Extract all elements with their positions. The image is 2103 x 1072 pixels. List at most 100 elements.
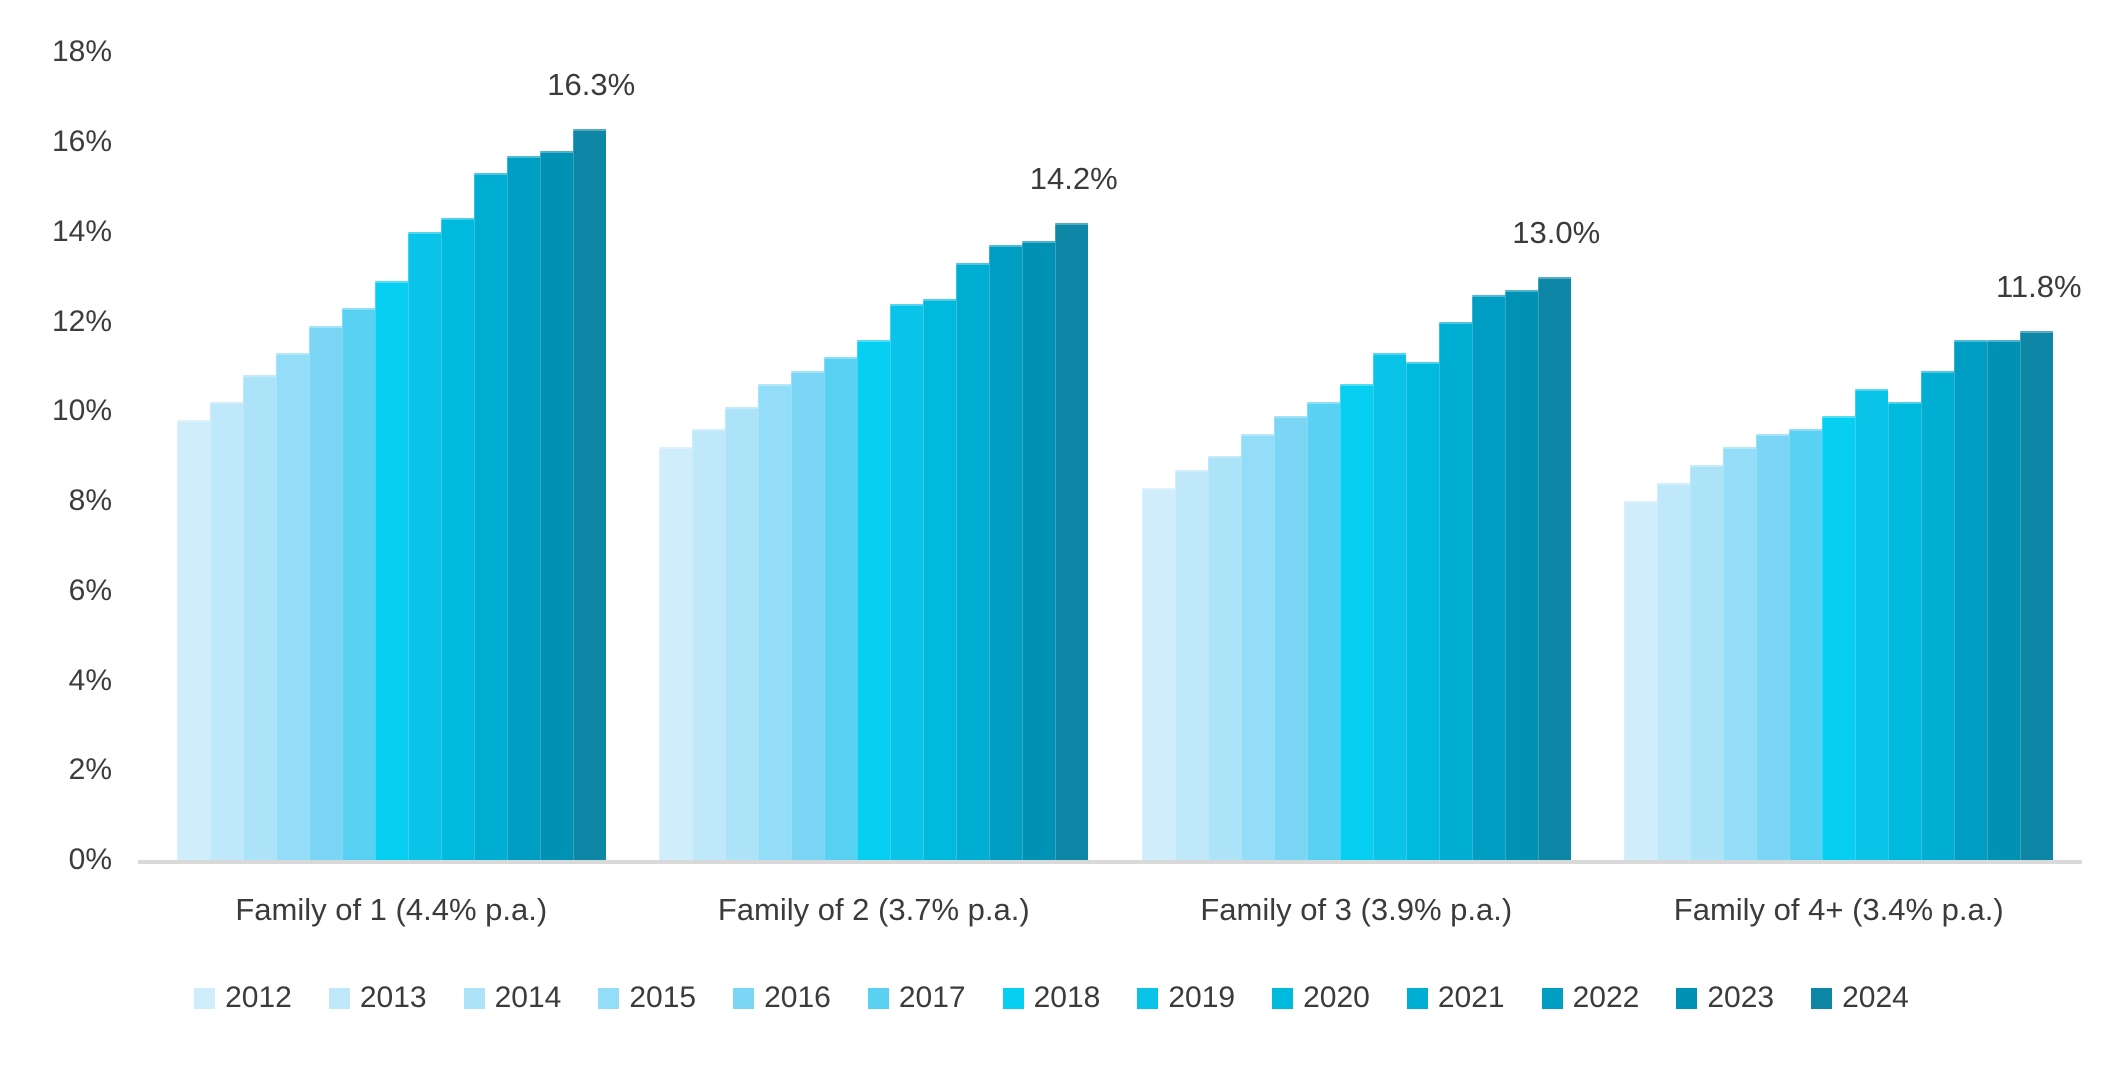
legend-item-2017: 2017 xyxy=(867,980,966,1016)
data-label-group-2: 14.2% xyxy=(1029,160,1118,196)
legend-swatch-icon xyxy=(328,987,350,1009)
bar-2019-group-1 xyxy=(407,231,441,860)
legend-swatch-icon xyxy=(1002,987,1024,1009)
bar-2022-group-3 xyxy=(1471,294,1505,860)
legend-year-label: 2018 xyxy=(1033,981,1101,1014)
legend-swatch-icon xyxy=(1406,987,1428,1009)
bar-2012-group-2 xyxy=(659,447,693,860)
bar-2021-group-2 xyxy=(956,263,990,860)
legend-item-2023: 2023 xyxy=(1676,980,1774,1016)
bar-2015-group-2 xyxy=(758,384,792,860)
y-tick-label: 2% xyxy=(68,753,112,787)
data-label-group-3: 13.0% xyxy=(1512,214,1601,250)
legend-item-2014: 2014 xyxy=(463,980,561,1016)
legend-swatch-icon xyxy=(598,987,620,1009)
bar-2014-group-1 xyxy=(242,375,276,860)
bar-2018-group-1 xyxy=(374,281,408,860)
bar-2016-group-4 xyxy=(1756,433,1790,860)
legend-year-label: 2016 xyxy=(764,981,831,1014)
bar-2020-group-1 xyxy=(440,218,474,860)
bar-2014-group-2 xyxy=(725,406,759,860)
legend-item-2022: 2022 xyxy=(1541,980,1640,1016)
y-tick-label: 8% xyxy=(68,484,112,518)
bar-2017-group-3 xyxy=(1306,402,1340,860)
bar-2012-group-3 xyxy=(1141,487,1175,860)
y-tick-label: 12% xyxy=(51,304,112,338)
bar-2013-group-4 xyxy=(1657,483,1691,860)
legend-item-2024: 2024 xyxy=(1811,980,1909,1016)
legend-swatch-icon xyxy=(1272,987,1294,1009)
bar-2021-group-1 xyxy=(473,173,507,860)
legend-year-label: 2024 xyxy=(1842,981,1909,1014)
bar-2021-group-4 xyxy=(1921,370,1955,860)
legend-swatch-icon xyxy=(1676,987,1698,1009)
legend-item-2020: 2020 xyxy=(1272,980,1370,1016)
bar-2020-group-3 xyxy=(1405,361,1439,860)
bar-2013-group-3 xyxy=(1174,469,1208,860)
legend-year-label: 2022 xyxy=(1572,981,1640,1014)
legend-year-label: 2021 xyxy=(1437,981,1505,1014)
legend-item-2013: 2013 xyxy=(328,980,427,1016)
legend-item-2019: 2019 xyxy=(1137,980,1235,1016)
y-tick-label: 4% xyxy=(68,663,112,697)
legend-year-label: 2019 xyxy=(1168,981,1236,1014)
bar-2022-group-2 xyxy=(989,245,1023,860)
bar-2022-group-4 xyxy=(1954,339,1988,860)
bar-2018-group-4 xyxy=(1822,415,1856,860)
bar-2023-group-2 xyxy=(1022,240,1056,860)
legend-item-2015: 2015 xyxy=(598,980,696,1016)
bar-2016-group-1 xyxy=(308,326,342,860)
legend-item-2012: 2012 xyxy=(194,980,292,1016)
y-tick-label: 0% xyxy=(68,843,112,876)
legend-year-label: 2020 xyxy=(1303,981,1370,1014)
category-label-group-4: Family of 4+ (3.4% p.a.) xyxy=(1673,892,2004,927)
y-tick-label: 18% xyxy=(51,35,112,69)
legend-swatch-icon xyxy=(1811,987,1833,1009)
bar-2024-group-1 xyxy=(572,128,606,860)
legend-swatch-icon xyxy=(733,987,755,1009)
bar-2023-group-1 xyxy=(539,151,573,860)
bar-2019-group-3 xyxy=(1372,352,1406,860)
legend: 2012 2013 2014 2015 2016 2017 2018 2019 2020 2021… xyxy=(0,980,2103,1016)
data-label-group-1: 16.3% xyxy=(547,66,636,102)
bar-2018-group-2 xyxy=(857,339,891,860)
legend-year-label: 2012 xyxy=(225,981,292,1014)
bar-2017-group-1 xyxy=(341,308,375,860)
legend-swatch-icon xyxy=(463,987,485,1009)
bar-2012-group-1 xyxy=(176,420,210,860)
legend-swatch-icon xyxy=(1541,987,1563,1009)
data-label-group-4: 11.8% xyxy=(1995,268,2082,304)
legend-year-label: 2023 xyxy=(1707,981,1775,1014)
bar-2017-group-2 xyxy=(824,357,858,860)
legend-year-label: 2015 xyxy=(629,981,697,1014)
bar-2023-group-3 xyxy=(1504,290,1538,860)
category-label-group-3: Family of 3 (3.9% p.a.) xyxy=(1200,892,1513,927)
bar-2024-group-4 xyxy=(2020,330,2054,860)
y-tick-label: 14% xyxy=(51,214,112,248)
category-label-group-2: Family of 2 (3.7% p.a.) xyxy=(717,892,1030,927)
bar-2015-group-3 xyxy=(1240,433,1274,860)
legend-swatch-icon xyxy=(194,987,216,1009)
bar-2022-group-1 xyxy=(506,155,540,860)
bar-2020-group-4 xyxy=(1888,402,1922,860)
legend-swatch-icon xyxy=(867,987,889,1009)
bar-2024-group-3 xyxy=(1537,276,1571,860)
bar-2020-group-2 xyxy=(923,299,957,860)
bar-2015-group-1 xyxy=(275,352,309,860)
bar-2018-group-3 xyxy=(1339,384,1373,860)
category-label-group-1: Family of 1 (4.4% p.a.) xyxy=(235,892,548,927)
bar-2015-group-4 xyxy=(1723,447,1757,860)
bar-2019-group-2 xyxy=(890,303,924,860)
bar-2016-group-3 xyxy=(1273,415,1307,860)
legend-item-2016: 2016 xyxy=(733,980,831,1016)
bar-2021-group-3 xyxy=(1438,321,1472,860)
legend-year-label: 2013 xyxy=(359,981,427,1014)
legend-item-2021: 2021 xyxy=(1406,980,1505,1016)
legend-year-label: 2017 xyxy=(898,981,966,1014)
y-tick-label: 16% xyxy=(51,125,112,159)
bar-2019-group-4 xyxy=(1855,388,1889,860)
legend-swatch-icon xyxy=(1137,987,1159,1009)
bar-2013-group-2 xyxy=(692,429,726,860)
bar-2023-group-4 xyxy=(1987,339,2021,860)
